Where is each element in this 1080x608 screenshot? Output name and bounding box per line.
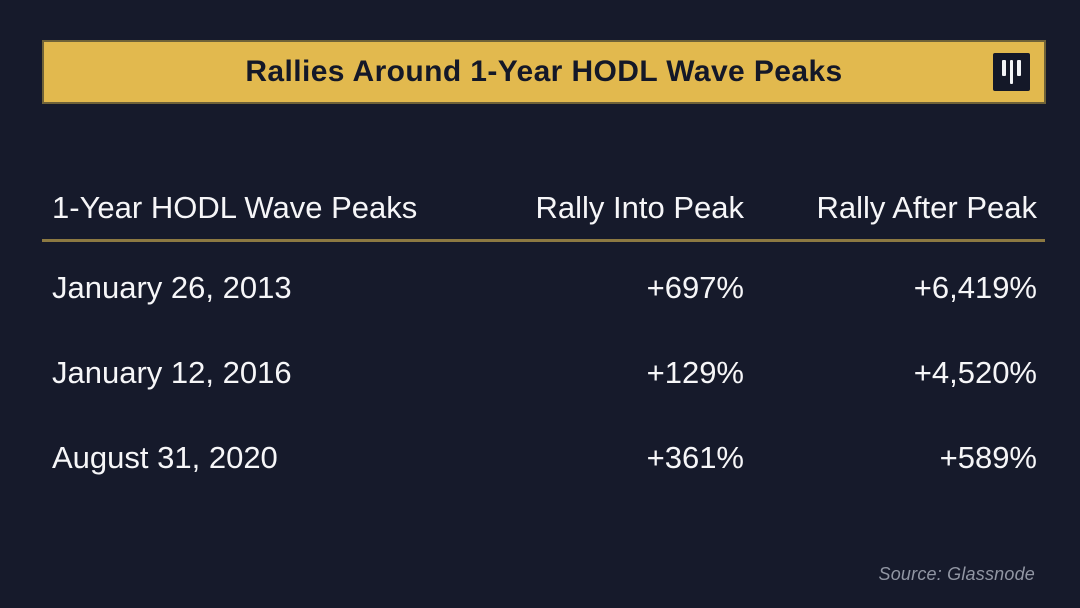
peak-date-cell: August 31, 2020: [52, 439, 278, 475]
rally-into-peak-cell: +129%: [646, 354, 744, 390]
rally-after-peak-cell: +4,520%: [913, 354, 1037, 390]
rally-into-peak-cell: +361%: [646, 439, 744, 475]
table-row: August 31, 2020 +361% +589%: [42, 415, 1045, 500]
title-banner: Rallies Around 1-Year HODL Wave Peaks: [42, 40, 1046, 104]
hodl-wave-peaks-table: 1-Year HODL Wave Peaks Rally Into Peak R…: [42, 190, 1045, 500]
source-attribution: Source: Glassnode: [878, 564, 1035, 584]
page-title: Rallies Around 1-Year HODL Wave Peaks: [245, 55, 843, 88]
column-header-rally-into-peak: Rally Into Peak: [535, 190, 745, 225]
table-row: January 12, 2016 +129% +4,520%: [42, 330, 1045, 415]
header-divider-line: [42, 239, 1045, 242]
rally-into-peak-cell: +697%: [646, 269, 744, 305]
rally-after-peak-cell: +589%: [939, 439, 1037, 475]
rally-after-peak-cell: +6,419%: [913, 269, 1037, 305]
logo-bar-left: [1002, 60, 1006, 76]
column-header-peak-date: 1-Year HODL Wave Peaks: [52, 190, 418, 225]
logo-bar-middle: [1009, 60, 1014, 84]
three-vertical-bars-logo-icon: [993, 53, 1030, 91]
table-header-row: 1-Year HODL Wave Peaks Rally Into Peak R…: [42, 190, 1045, 226]
logo-bar-right: [1017, 60, 1021, 76]
table-body: January 26, 2013 +697% +6,419% January 1…: [42, 245, 1045, 500]
peak-date-cell: January 26, 2013: [52, 269, 292, 305]
table-row: January 26, 2013 +697% +6,419%: [42, 245, 1045, 330]
peak-date-cell: January 12, 2016: [52, 354, 292, 390]
column-header-rally-after-peak: Rally After Peak: [816, 190, 1037, 225]
